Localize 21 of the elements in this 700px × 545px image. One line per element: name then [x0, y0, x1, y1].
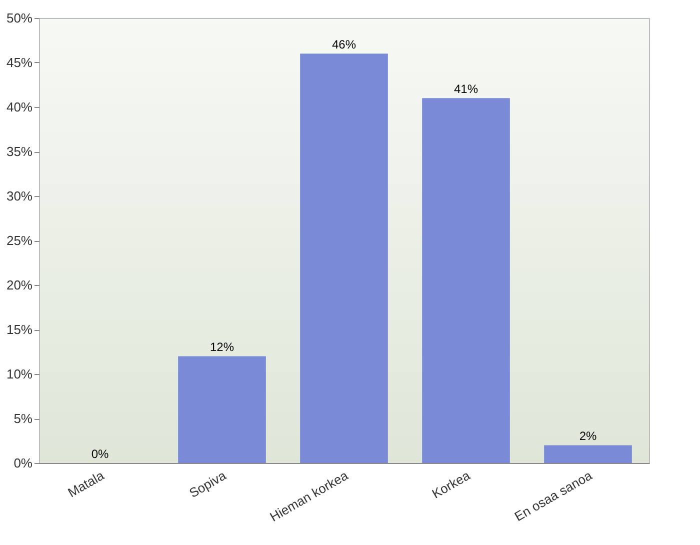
y-tick-label: 40% [6, 100, 33, 114]
data-label: 41% [454, 82, 478, 96]
y-tick-label: 30% [6, 188, 33, 204]
y-tick-label: 45% [6, 55, 33, 70]
bar [544, 445, 632, 463]
y-tick-label: 35% [6, 144, 33, 159]
data-label: 0% [91, 447, 109, 461]
y-tick-label: 10% [6, 366, 33, 382]
data-label: 12% [210, 340, 234, 354]
x-tick-label: En osaa sanoa [512, 467, 596, 524]
bar [300, 54, 388, 463]
bar [178, 356, 266, 463]
y-tick-label: 15% [6, 322, 33, 337]
data-label: 2% [579, 429, 597, 444]
y-tick-label: 50% [6, 10, 33, 26]
y-tick-label: 5% [14, 411, 33, 426]
y-tick-label: 0% [14, 456, 33, 470]
data-label: 46% [332, 38, 356, 52]
bar [422, 98, 510, 463]
y-tick-label: 25% [6, 233, 33, 248]
y-tick-label: 20% [6, 278, 33, 292]
